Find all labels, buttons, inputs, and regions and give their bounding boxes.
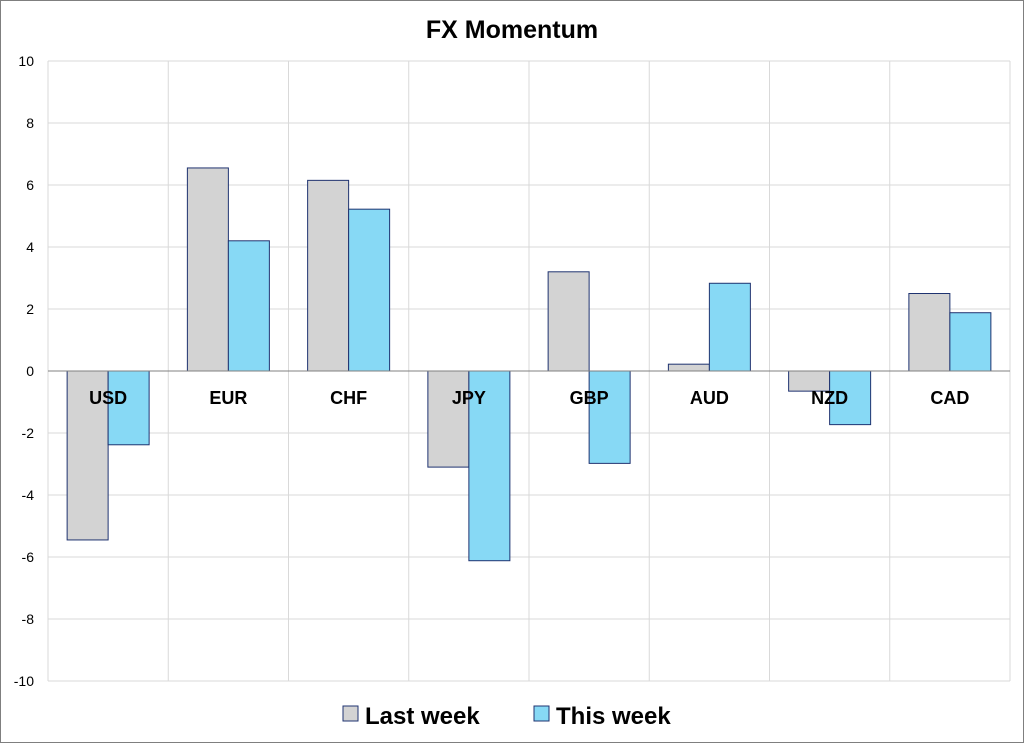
bars: [48, 167, 1010, 562]
y-tick-label: 6: [26, 177, 34, 193]
bar-this-week-gbp: [588, 370, 631, 464]
bar-this-week-usd: [107, 370, 150, 446]
y-tick-label: -6: [22, 549, 35, 565]
y-tick-label: -8: [22, 611, 35, 627]
legend-swatch-1: [533, 705, 550, 722]
legend: Last week This week: [342, 703, 671, 730]
category-label-jpy: JPY: [452, 388, 486, 408]
category-label-nzd: NZD: [811, 388, 848, 408]
bar-last-week-cad: [908, 293, 951, 372]
category-label-eur: EUR: [209, 388, 247, 408]
y-tick-label: -10: [14, 673, 34, 689]
bar-last-week-gbp: [547, 271, 590, 372]
y-tick-label: 4: [26, 239, 34, 255]
bar-this-week-jpy: [468, 370, 511, 562]
category-label-usd: USD: [89, 388, 127, 408]
y-tick-label: 2: [26, 301, 34, 317]
bar-last-week-usd: [66, 370, 109, 541]
bar-this-week-cad: [949, 312, 992, 372]
bar-this-week-aud: [708, 282, 751, 372]
y-tick-label: -4: [22, 487, 35, 503]
bar-last-week-chf: [307, 179, 350, 372]
category-label-aud: AUD: [690, 388, 729, 408]
y-axis-tick-labels: 10 8 6 4 2 0 -2 -4 -6 -8 -10: [14, 53, 34, 689]
bar-this-week-nzd: [829, 370, 872, 426]
legend-label-0: Last week: [365, 703, 480, 730]
category-label-gbp: GBP: [570, 388, 609, 408]
y-tick-label: 0: [26, 363, 34, 379]
legend-label-1: This week: [556, 703, 671, 730]
legend-swatch-0: [342, 705, 359, 722]
bar-last-week-aud: [667, 363, 710, 372]
bar-this-week-chf: [348, 208, 391, 372]
bar-last-week-eur: [186, 167, 229, 372]
chart-title: FX Momentum: [426, 16, 598, 44]
bar-last-week-jpy: [427, 370, 470, 468]
y-tick-label: -2: [22, 425, 35, 441]
category-label-cad: CAD: [930, 388, 969, 408]
y-tick-label: 10: [18, 53, 34, 69]
category-labels: USD EUR CHF JPY GBP AUD NZD CAD: [89, 388, 969, 408]
bar-this-week-eur: [227, 240, 270, 372]
y-tick-label: 8: [26, 115, 34, 131]
category-label-chf: CHF: [330, 388, 367, 408]
